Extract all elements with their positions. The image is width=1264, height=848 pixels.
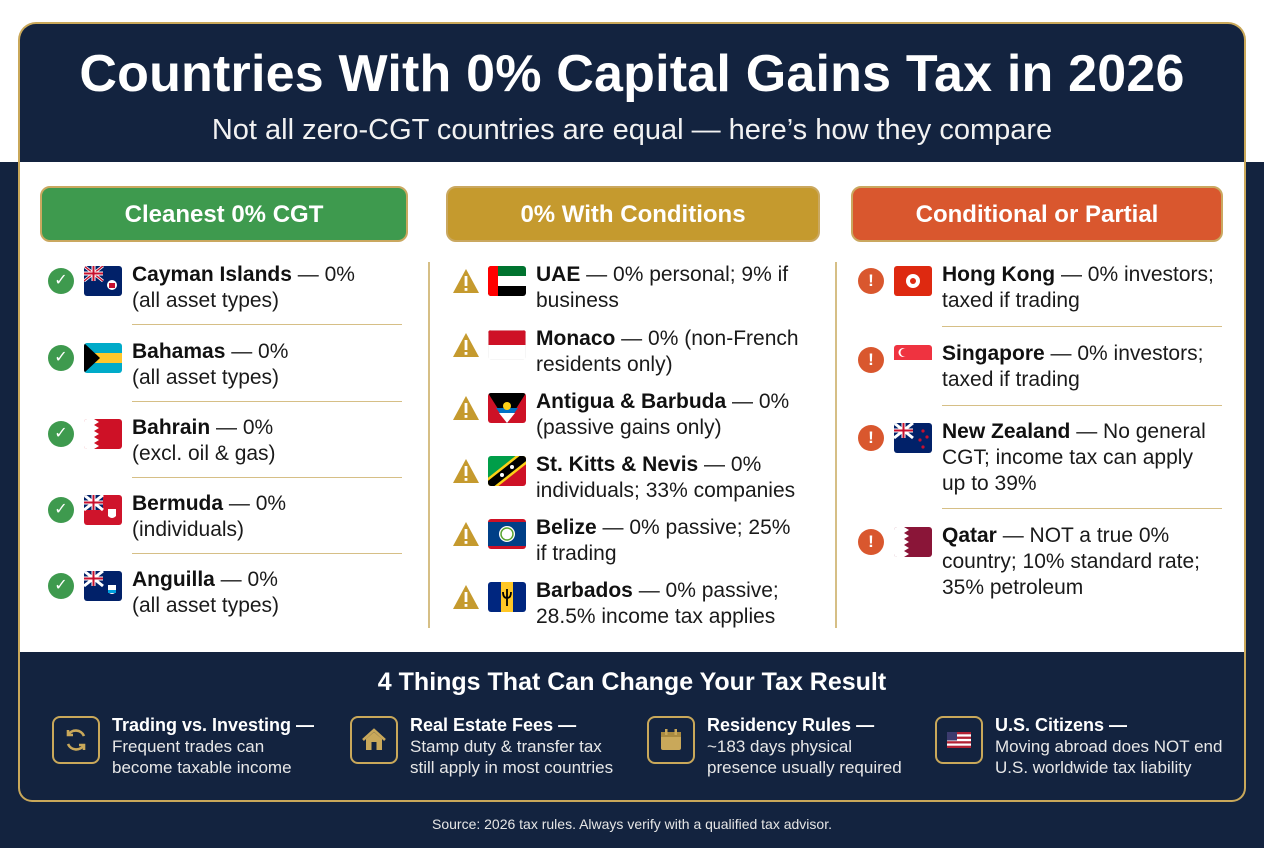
item-text: Monaco — 0% (non-French residents only) [536, 327, 799, 376]
check-icon: ✓ [48, 268, 74, 294]
item-text: Bahamas — 0% (all asset types) [132, 340, 289, 389]
tip-description: Frequent trades can become taxable income [112, 737, 292, 777]
bahrain-flag-icon [84, 419, 122, 449]
page-title: Countries With 0% Capital Gains Tax in 2… [79, 45, 1185, 103]
item-text: Antigua & Barbuda — 0% (passive gains onl… [536, 390, 790, 439]
item-text: Barbados — 0% passive; 28.5% income tax a… [536, 579, 779, 628]
list-item-singapore: ! Singapore — 0% investors; taxed if trad… [858, 341, 1228, 397]
item-text: Singapore — 0% investors; taxed if tradin… [942, 342, 1204, 391]
item-text: Bermuda — 0% (individuals) [132, 492, 287, 541]
row-divider [942, 508, 1222, 509]
item-text: Anguilla — 0% (all asset types) [132, 568, 280, 617]
check-icon: ✓ [48, 421, 74, 447]
row-divider [942, 405, 1222, 406]
tip-description: Stamp duty & transfer tax still apply in … [410, 737, 614, 777]
belize-flag-icon [488, 519, 526, 549]
tip-real-estate: Real Estate Fees — Stamp duty & transfer… [350, 714, 640, 784]
alert-icon: ! [858, 347, 884, 373]
tip-residency: Residency Rules — ~183 days physical pres… [647, 714, 937, 784]
column-divider [835, 262, 837, 628]
item-text: Cayman Islands — 0% (all asset types) [132, 263, 355, 312]
item-text: Bahrain — 0% (excl. oil & gas) [132, 416, 276, 465]
tip-title: Residency Rules — [707, 715, 875, 735]
item-text: St. Kitts & Nevis — 0% individuals; 33% c… [536, 453, 796, 502]
list-item-hong-kong: ! Hong Kong — 0% investors; taxed if trad… [858, 262, 1228, 318]
list-item-qatar: ! Qatar — NOT a true 0% country; 10% stan… [858, 523, 1228, 603]
warning-icon [453, 459, 479, 483]
us-flag-icon [935, 716, 983, 764]
bermuda-flag-icon [84, 495, 122, 525]
row-divider [942, 326, 1222, 327]
list-item-cayman-islands: ✓ Cayman Islands — 0% (all asset types) [48, 262, 408, 318]
row-divider [132, 553, 402, 554]
item-text: UAE — 0% personal; 9% if business [536, 263, 789, 312]
barbados-flag-icon [488, 582, 526, 612]
qatar-flag-icon [894, 527, 932, 557]
anguilla-flag-icon [84, 571, 122, 601]
list-item-bahamas: ✓ Bahamas — 0% (all asset types) [48, 339, 408, 395]
tip-us-citizens: U.S. Citizens — Moving abroad does NOT e… [935, 714, 1235, 784]
tips-title: 4 Things That Can Change Your Tax Result [377, 668, 887, 696]
tip-description: Moving abroad does NOT end U.S. worldwide… [995, 737, 1223, 777]
tip-title: Trading vs. Investing — [112, 715, 315, 735]
tips-panel: 4 Things That Can Change Your Tax Result… [18, 652, 1246, 802]
comparison-panel: Cleanest 0% CGT 0% With Conditions Condi… [18, 162, 1246, 652]
tip-trading: Trading vs. Investing — Frequent trades … [52, 714, 342, 784]
hong-kong-flag-icon [894, 266, 932, 296]
antigua-barbuda-flag-icon [488, 393, 526, 423]
column-heading-cleanest: Cleanest 0% CGT [40, 186, 408, 242]
warning-icon [453, 269, 479, 293]
list-item-monaco: Monaco — 0% (non-French residents only) [452, 326, 822, 382]
tip-title: U.S. Citizens — [995, 715, 1128, 735]
tip-description: ~183 days physical presence usually requi… [707, 737, 902, 777]
alert-icon: ! [858, 268, 884, 294]
check-icon: ✓ [48, 345, 74, 371]
item-text: New Zealand — No general CGT; income tax … [942, 420, 1206, 495]
monaco-flag-icon [488, 330, 526, 360]
list-item-bahrain: ✓ Bahrain — 0% (excl. oil & gas) [48, 415, 408, 471]
check-icon: ✓ [48, 497, 74, 523]
list-item-st-kitts-nevis: St. Kitts & Nevis — 0% individuals; 33% c… [452, 452, 822, 508]
item-text: Qatar — NOT a true 0% country; 10% standa… [942, 524, 1200, 599]
check-icon: ✓ [48, 573, 74, 599]
tip-title: Real Estate Fees — [410, 715, 577, 735]
header: Countries With 0% Capital Gains Tax in 2… [18, 22, 1246, 164]
uae-flag-icon [488, 266, 526, 296]
list-item-barbados: Barbados — 0% passive; 28.5% income tax a… [452, 578, 822, 634]
warning-icon [453, 522, 479, 546]
list-item-bermuda: ✓ Bermuda — 0% (individuals) [48, 491, 408, 547]
list-item-belize: Belize — 0% passive; 25% if trading [452, 515, 822, 571]
column-heading-conditions: 0% With Conditions [446, 186, 820, 242]
st-kitts-nevis-flag-icon [488, 456, 526, 486]
new-zealand-flag-icon [894, 423, 932, 453]
bahamas-flag-icon [84, 343, 122, 373]
cayman-islands-flag-icon [84, 266, 122, 296]
list-item-uae: UAE — 0% personal; 9% if business [452, 262, 822, 318]
row-divider [132, 401, 402, 402]
item-text: Belize — 0% passive; 25% if trading [536, 516, 791, 565]
list-item-anguilla: ✓ Anguilla — 0% (all asset types) [48, 567, 408, 623]
warning-icon [453, 396, 479, 420]
page-subtitle: Not all zero-CGT countries are equal — h… [211, 114, 1053, 146]
list-item-new-zealand: ! New Zealand — No general CGT; income ta… [858, 419, 1228, 499]
item-text: Hong Kong — 0% investors; taxed if tradin… [942, 263, 1214, 312]
house-icon [350, 716, 398, 764]
warning-icon [453, 585, 479, 609]
alert-icon: ! [858, 425, 884, 451]
column-heading-partial: Conditional or Partial [851, 186, 1223, 242]
source-note: Source: 2026 tax rules. Always verify wi… [432, 816, 832, 832]
list-item-antigua-barbuda: Antigua & Barbuda — 0% (passive gains onl… [452, 389, 822, 445]
alert-icon: ! [858, 529, 884, 555]
calendar-icon [647, 716, 695, 764]
singapore-flag-icon [894, 345, 932, 375]
warning-icon [453, 333, 479, 357]
refresh-icon [52, 716, 100, 764]
row-divider [132, 324, 402, 325]
row-divider [132, 477, 402, 478]
column-divider [428, 262, 430, 628]
